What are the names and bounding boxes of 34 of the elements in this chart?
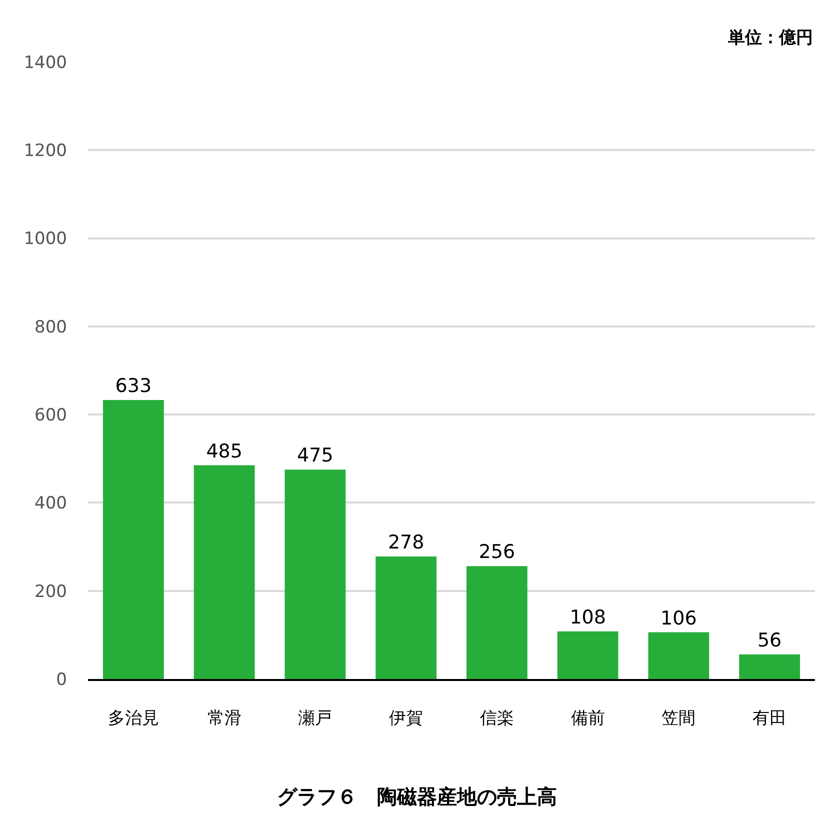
- x-tick-label: 有田: [752, 708, 787, 728]
- text: 単位：億円: [727, 28, 813, 48]
- bar: [102, 400, 164, 679]
- y-tick-label: 800: [34, 317, 67, 338]
- bar: [466, 566, 528, 679]
- bar: [284, 470, 346, 679]
- x-tick-label: 備前: [570, 708, 605, 728]
- x-tick-label: 伊賀: [389, 708, 424, 728]
- y-tick-label: 400: [34, 494, 67, 514]
- bar: [739, 654, 800, 679]
- y-tick-label: 200: [34, 582, 67, 602]
- data-label: 278: [388, 531, 424, 554]
- y-tick-label: 600: [34, 406, 67, 426]
- y-tick-label: 0: [56, 670, 67, 690]
- x-tick-label: 信楽: [480, 708, 514, 728]
- data-label: 475: [297, 444, 334, 467]
- y-tick-label: 1400: [24, 52, 67, 73]
- data-label: 633: [115, 375, 152, 398]
- bar: [194, 465, 255, 679]
- x-tick-label: 瀬戸: [298, 708, 332, 728]
- text: グラフ６ 陶磁器産地の売上高: [277, 784, 557, 808]
- bar: [557, 631, 618, 679]
- data-label: 485: [206, 440, 242, 462]
- bar: [648, 632, 710, 679]
- y-tick-label: 1200: [24, 141, 67, 162]
- x-tick-label: 常滑: [207, 708, 242, 728]
- data-label: 106: [660, 607, 697, 630]
- data-label: 56: [757, 629, 782, 652]
- bar: [376, 556, 437, 679]
- y-tick-label: 1000: [24, 229, 67, 250]
- data-label: 256: [478, 541, 516, 564]
- data-label: 108: [570, 606, 606, 628]
- x-tick-label: 多治見: [108, 708, 159, 728]
- x-tick-label: 笠間: [662, 708, 696, 728]
